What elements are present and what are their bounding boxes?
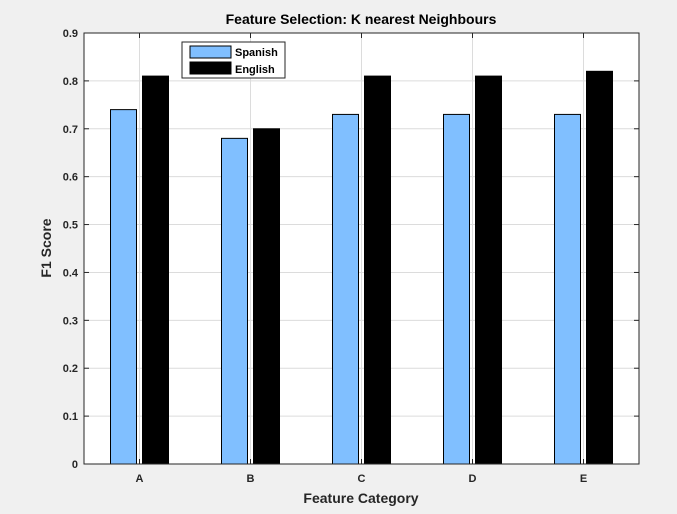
legend-label-english: English — [235, 64, 275, 76]
y-tick-label: 0 — [72, 459, 78, 471]
chart-title: Feature Selection: K nearest Neighbours — [226, 11, 497, 27]
bar-english-e — [586, 70, 613, 465]
x-tick-label: C — [358, 473, 366, 485]
bar-english-b — [253, 128, 280, 465]
legend-label-spanish: Spanish — [235, 47, 278, 59]
y-tick-label: 0.3 — [63, 315, 78, 327]
x-axis-label: Feature Category — [303, 490, 418, 506]
bar-spanish-b — [221, 137, 248, 465]
x-tick-label: E — [580, 473, 587, 485]
y-tick-label: 0.5 — [63, 220, 78, 232]
bar-english-d — [475, 75, 502, 465]
legend: Spanish English — [181, 41, 286, 79]
bar-spanish-c — [332, 113, 359, 465]
legend-swatch-english — [189, 61, 232, 75]
y-tick-label: 0.7 — [63, 124, 78, 136]
y-tick-label: 0.9 — [63, 28, 78, 40]
y-tick-label: 0.8 — [63, 76, 78, 88]
y-axis-ticks: 0 0.1 0.2 0.3 0.4 0.5 0.6 0.7 0.8 0.9 — [63, 28, 639, 471]
x-tick-label: D — [469, 473, 477, 485]
y-tick-label: 0.6 — [63, 172, 78, 184]
bar-english-c — [364, 75, 391, 465]
bar-spanish-e — [554, 113, 581, 465]
x-tick-label: A — [136, 473, 144, 485]
y-tick-label: 0.1 — [63, 411, 78, 423]
bar-spanish-d — [443, 113, 470, 465]
y-axis-label: F1 Score — [38, 218, 54, 277]
grid-lines — [84, 33, 639, 464]
bar-spanish-a — [110, 109, 137, 465]
y-tick-label: 0.2 — [63, 363, 78, 375]
x-axis-ticks: A B C D E — [136, 33, 587, 485]
bars — [110, 70, 613, 465]
legend-swatch-spanish — [189, 45, 232, 59]
y-tick-label: 0.4 — [63, 267, 79, 279]
x-tick-label: B — [247, 473, 255, 485]
bar-english-a — [142, 75, 169, 465]
